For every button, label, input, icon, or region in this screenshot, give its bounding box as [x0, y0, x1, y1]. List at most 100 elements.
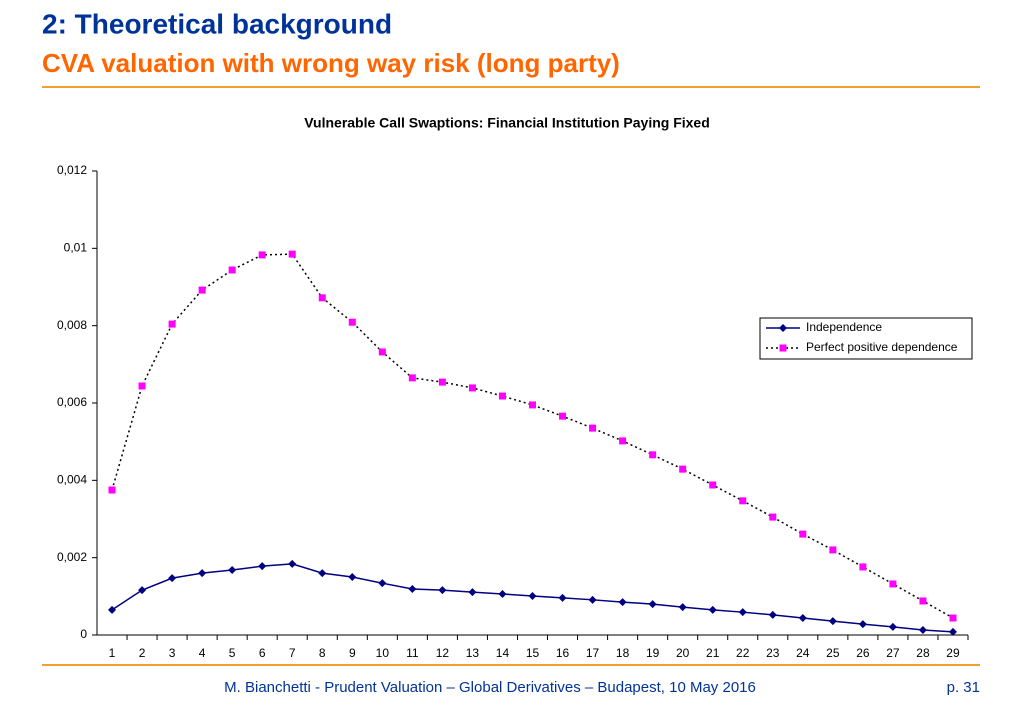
data-point	[858, 620, 867, 629]
y-tick-label: 0	[80, 627, 87, 641]
y-tick-label: 0,006	[57, 395, 87, 409]
data-point	[378, 579, 387, 588]
x-tick-label: 27	[886, 646, 900, 660]
data-point	[949, 614, 957, 622]
x-tick-label: 5	[229, 646, 236, 660]
data-point	[228, 266, 236, 274]
x-tick-label: 17	[586, 646, 600, 660]
data-point	[618, 598, 627, 607]
x-tick-label: 10	[376, 646, 390, 660]
data-point	[258, 251, 266, 259]
data-point	[648, 600, 657, 609]
data-point	[889, 580, 897, 588]
data-point	[888, 622, 897, 631]
data-point	[679, 465, 687, 473]
y-tick-label: 0,002	[57, 550, 87, 564]
x-tick-label: 13	[466, 646, 480, 660]
x-tick-label: 6	[259, 646, 266, 660]
chart-title: Vulnerable Call Swaptions: Financial Ins…	[304, 115, 710, 131]
x-tick-label: 22	[736, 646, 750, 660]
slide-subtitle: CVA valuation with wrong way risk (long …	[42, 48, 620, 78]
x-tick-label: 1	[109, 646, 116, 660]
data-point	[138, 382, 146, 390]
x-tick-label: 21	[706, 646, 720, 660]
footer: M. Bianchetti - Prudent Valuation – Glob…	[224, 679, 756, 696]
x-tick-label: 25	[826, 646, 840, 660]
page-number: p. 31	[947, 679, 980, 696]
data-point	[529, 401, 536, 409]
series-line	[111, 253, 954, 619]
data-point	[828, 617, 837, 626]
data-point	[708, 605, 717, 614]
data-point	[918, 625, 927, 634]
data-point	[378, 348, 386, 356]
data-point	[408, 374, 416, 382]
data-point	[348, 573, 357, 581]
x-tick-label: 20	[676, 646, 690, 660]
data-point	[739, 497, 747, 505]
data-point	[168, 320, 176, 328]
data-point	[438, 378, 446, 386]
x-tick-label: 4	[199, 646, 206, 660]
legend-label: Perfect positive dependence	[806, 340, 958, 354]
data-point	[498, 590, 507, 599]
x-tick-label: 15	[526, 646, 540, 660]
data-point	[588, 595, 597, 604]
data-point	[168, 574, 177, 583]
data-point	[318, 569, 327, 578]
data-point	[829, 546, 837, 554]
data-point	[318, 294, 326, 302]
data-point	[198, 569, 207, 578]
x-tick-label: 7	[289, 646, 296, 660]
data-point	[468, 384, 476, 392]
x-tick-label: 2	[139, 646, 146, 660]
data-point	[108, 605, 117, 614]
legend-marker	[779, 324, 787, 332]
y-tick-label: 0,012	[57, 163, 87, 177]
x-tick-label: 9	[349, 646, 356, 660]
data-point	[198, 286, 206, 294]
x-tick-label: 28	[916, 646, 930, 660]
data-point	[228, 566, 237, 575]
data-point	[709, 481, 717, 489]
x-tick-label: 14	[496, 646, 510, 660]
x-tick-label: 12	[436, 646, 450, 660]
data-point	[859, 563, 867, 571]
data-point	[589, 424, 597, 432]
data-point	[498, 392, 506, 400]
data-point	[468, 588, 477, 597]
data-point	[258, 562, 267, 571]
data-point	[948, 627, 957, 636]
data-point	[799, 530, 807, 538]
y-tick-label: 0,004	[57, 473, 87, 487]
data-point	[559, 412, 567, 420]
y-tick-label: 0,01	[64, 241, 88, 255]
x-tick-label: 18	[616, 646, 630, 660]
data-point	[138, 586, 147, 595]
data-point	[288, 250, 296, 258]
data-point	[108, 486, 116, 494]
data-point	[798, 613, 807, 622]
x-tick-label: 26	[856, 646, 870, 660]
x-tick-label: 24	[796, 646, 810, 660]
legend-marker	[779, 344, 787, 352]
x-tick-label: 19	[646, 646, 660, 660]
data-point	[678, 603, 687, 612]
data-point	[528, 591, 537, 600]
data-point	[649, 451, 657, 459]
x-tick-label: 3	[169, 646, 176, 660]
x-tick-label: 16	[556, 646, 570, 660]
legend-label: Independence	[806, 320, 882, 334]
data-point	[769, 513, 777, 521]
data-point	[438, 586, 447, 595]
legend-box	[759, 317, 973, 360]
data-point	[738, 608, 747, 617]
x-tick-label: 11	[406, 646, 419, 660]
x-tick-label: 8	[319, 646, 326, 660]
data-point	[558, 593, 567, 602]
x-tick-label: 29	[946, 646, 960, 660]
data-point	[768, 610, 777, 619]
data-point	[919, 597, 927, 605]
y-tick-label: 0,008	[57, 318, 87, 332]
